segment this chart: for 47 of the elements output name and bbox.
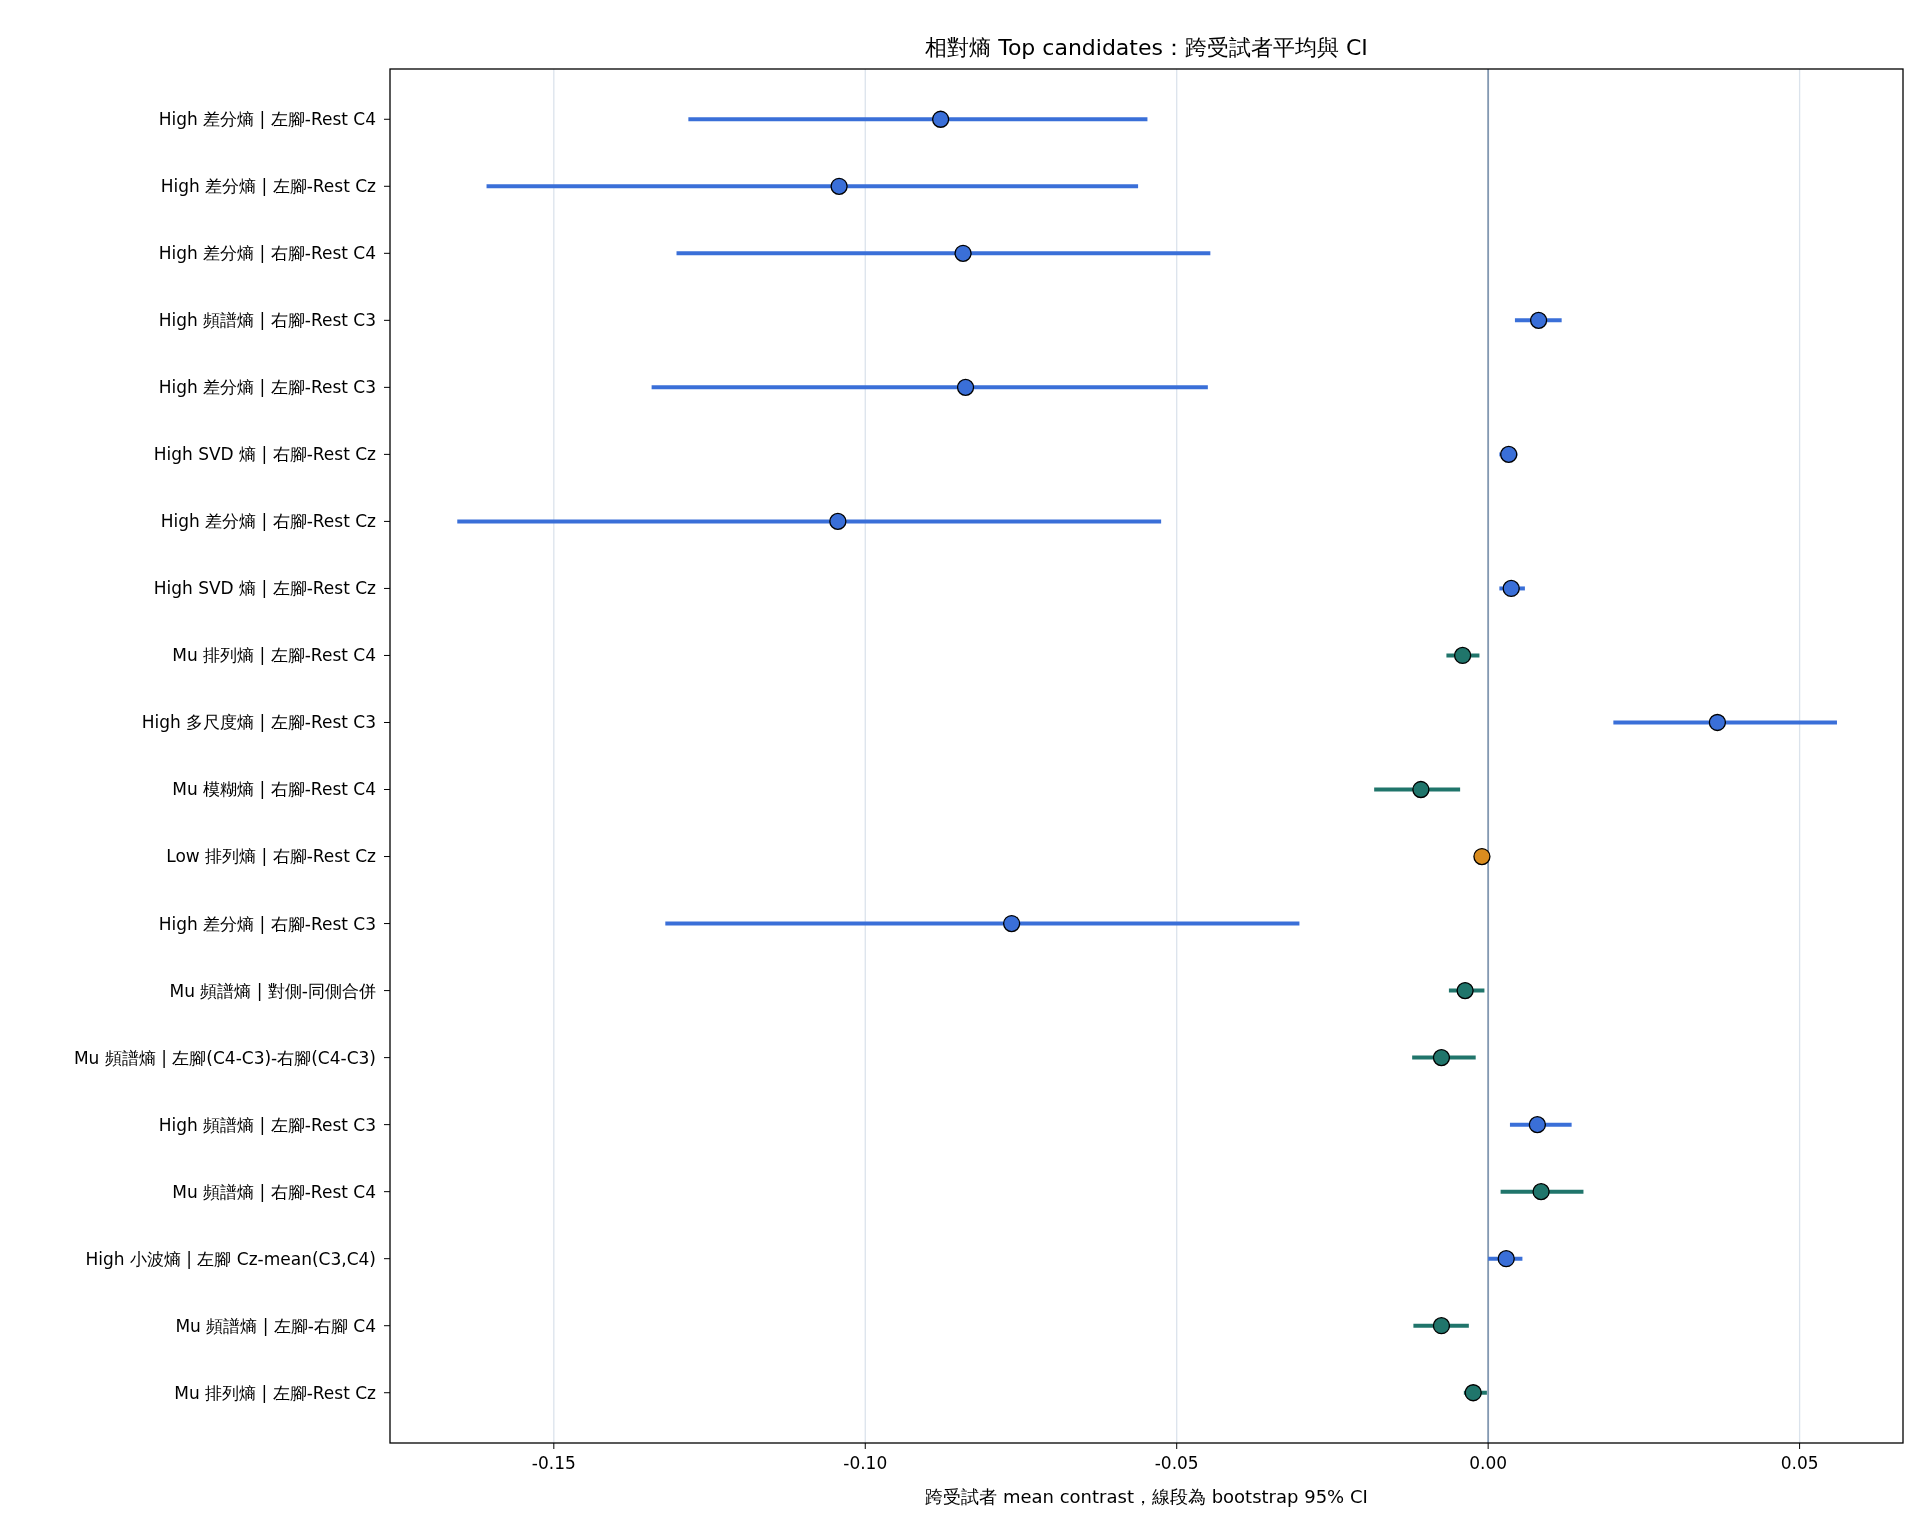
y-tick-label: High SVD 熵 | 右腳-Rest Cz [153, 444, 377, 465]
y-tick-label: Mu 頻譜熵 | 左腳-右腳 C4 [175, 1315, 376, 1336]
y-tick-label: High 差分熵 | 右腳-Rest C4 [158, 243, 376, 264]
x-tick-label: 0.05 [1780, 1453, 1819, 1473]
y-tick-label: High 頻譜熵 | 右腳-Rest C3 [158, 310, 376, 331]
point [829, 512, 847, 531]
y-tick-label: High 頻譜熵 | 左腳-Rest C3 [158, 1114, 376, 1135]
y-tick-label: Mu 模糊熵 | 右腳-Rest C4 [172, 779, 376, 800]
point [1002, 914, 1021, 933]
y-tick-label: Mu 頻譜熵 | 左腳(C4-C3)-右腳(C4-C3) [73, 1047, 376, 1068]
y-tick-label: Mu 排列熵 | 左腳-Rest C4 [172, 645, 376, 666]
point [931, 110, 950, 128]
point [1473, 847, 1491, 866]
point [956, 378, 975, 397]
y-tick-label: Mu 排列熵 | 左腳-Rest Cz [174, 1382, 377, 1403]
x-tick-label: -0.05 [1154, 1453, 1199, 1473]
y-tick-label: Mu 頻譜熵 | 右腳-Rest C4 [172, 1181, 376, 1202]
point [1529, 311, 1548, 329]
y-tick-label: High 多尺度熵 | 左腳-Rest C3 [141, 712, 376, 733]
point [1532, 1183, 1550, 1201]
point [1432, 1317, 1451, 1335]
point [1456, 981, 1474, 1000]
point [954, 244, 972, 262]
y-tick-label: High 差分熵 | 左腳-Rest Cz [160, 176, 377, 197]
point [830, 177, 848, 195]
point [1497, 1250, 1515, 1268]
chart-title: 相對熵 Top candidates：跨受試者平均與 CI [925, 35, 1368, 60]
y-tick-label: High SVD 熵 | 左腳-Rest Cz [153, 578, 377, 599]
y-tick-label: High 差分熵 | 左腳-Rest C3 [158, 377, 376, 398]
y-tick-label: Low 排列熵 | 右腳-Rest Cz [166, 846, 377, 867]
x-axis-title: 跨受試者 mean contrast，線段為 bootstrap 95% CI [925, 1486, 1368, 1507]
point [1412, 780, 1430, 799]
point [1502, 579, 1520, 598]
point [1528, 1115, 1547, 1134]
y-tick-label: High 差分熵 | 右腳-Rest Cz [160, 511, 377, 532]
x-tick-label: -0.10 [843, 1453, 888, 1473]
x-tick-label: -0.15 [531, 1453, 576, 1473]
y-tick-label: High 差分熵 | 右腳-Rest C3 [158, 913, 376, 934]
point [1708, 713, 1727, 732]
point [1500, 445, 1518, 464]
point [1432, 1048, 1451, 1067]
y-tick-label: High 小波熵 | 左腳 Cz-mean(C3,C4) [85, 1248, 376, 1269]
y-tick-label: High 差分熵 | 左腳-Rest C4 [158, 109, 376, 130]
point [1464, 1384, 1482, 1402]
point [1453, 646, 1472, 665]
x-tick-label: 0.00 [1469, 1453, 1508, 1473]
y-tick-label: Mu 頻譜熵 | 對側-同側合併 [169, 980, 376, 1001]
